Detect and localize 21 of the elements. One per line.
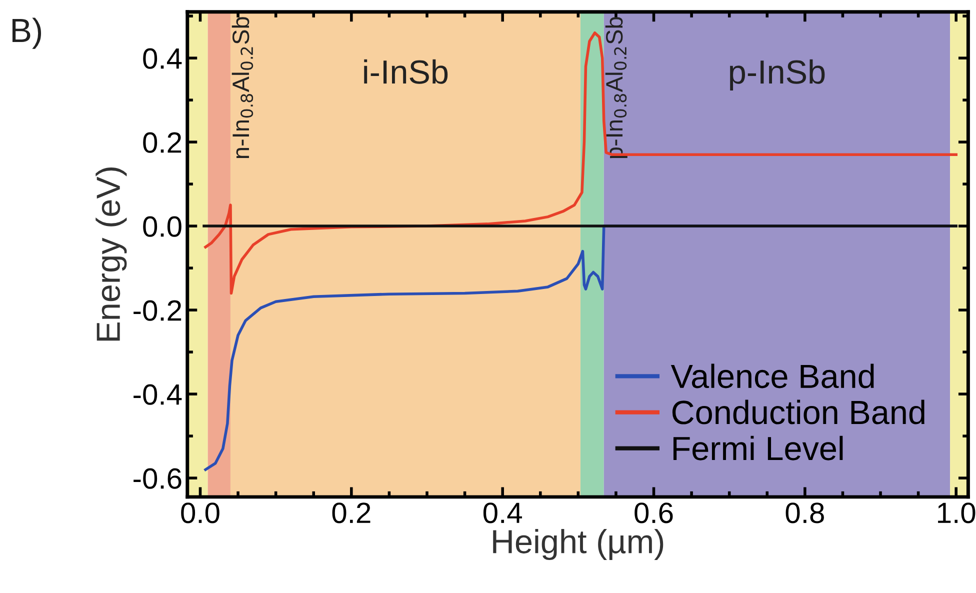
x-tick-label: 0.0 — [181, 502, 220, 524]
x-tick-label: 0.4 — [483, 502, 522, 524]
y-tick-label: -0.2 — [134, 300, 182, 321]
x-tick-label: 0.6 — [634, 502, 673, 524]
y-tick-label: -0.6 — [134, 468, 182, 489]
x-tick-label: 1.0 — [938, 502, 976, 524]
legend-label: Valence Band — [670, 364, 874, 388]
x-tick-label: 0.2 — [332, 502, 370, 524]
band-label: p-InSb — [730, 59, 825, 90]
band-label: n-In$_{0.8}$Al$_{0.2}$Sb — [232, 17, 254, 158]
legend-label: Conduction Band — [672, 400, 924, 424]
legend-label: Fermi Level — [673, 436, 843, 460]
text: B) — [12, 18, 42, 49]
band-label: i-InSb — [364, 59, 448, 84]
y-tick-label: 0.4 — [143, 48, 182, 69]
y-axis-title: Energy (eV) — [96, 168, 127, 341]
y-tick-label: 0.0 — [143, 216, 182, 237]
x-tick-label: 0.8 — [786, 502, 824, 524]
x-axis-title: Height (µm) — [493, 528, 664, 560]
y-tick-label: 0.2 — [143, 132, 182, 153]
y-tick-label: -0.4 — [134, 384, 182, 405]
